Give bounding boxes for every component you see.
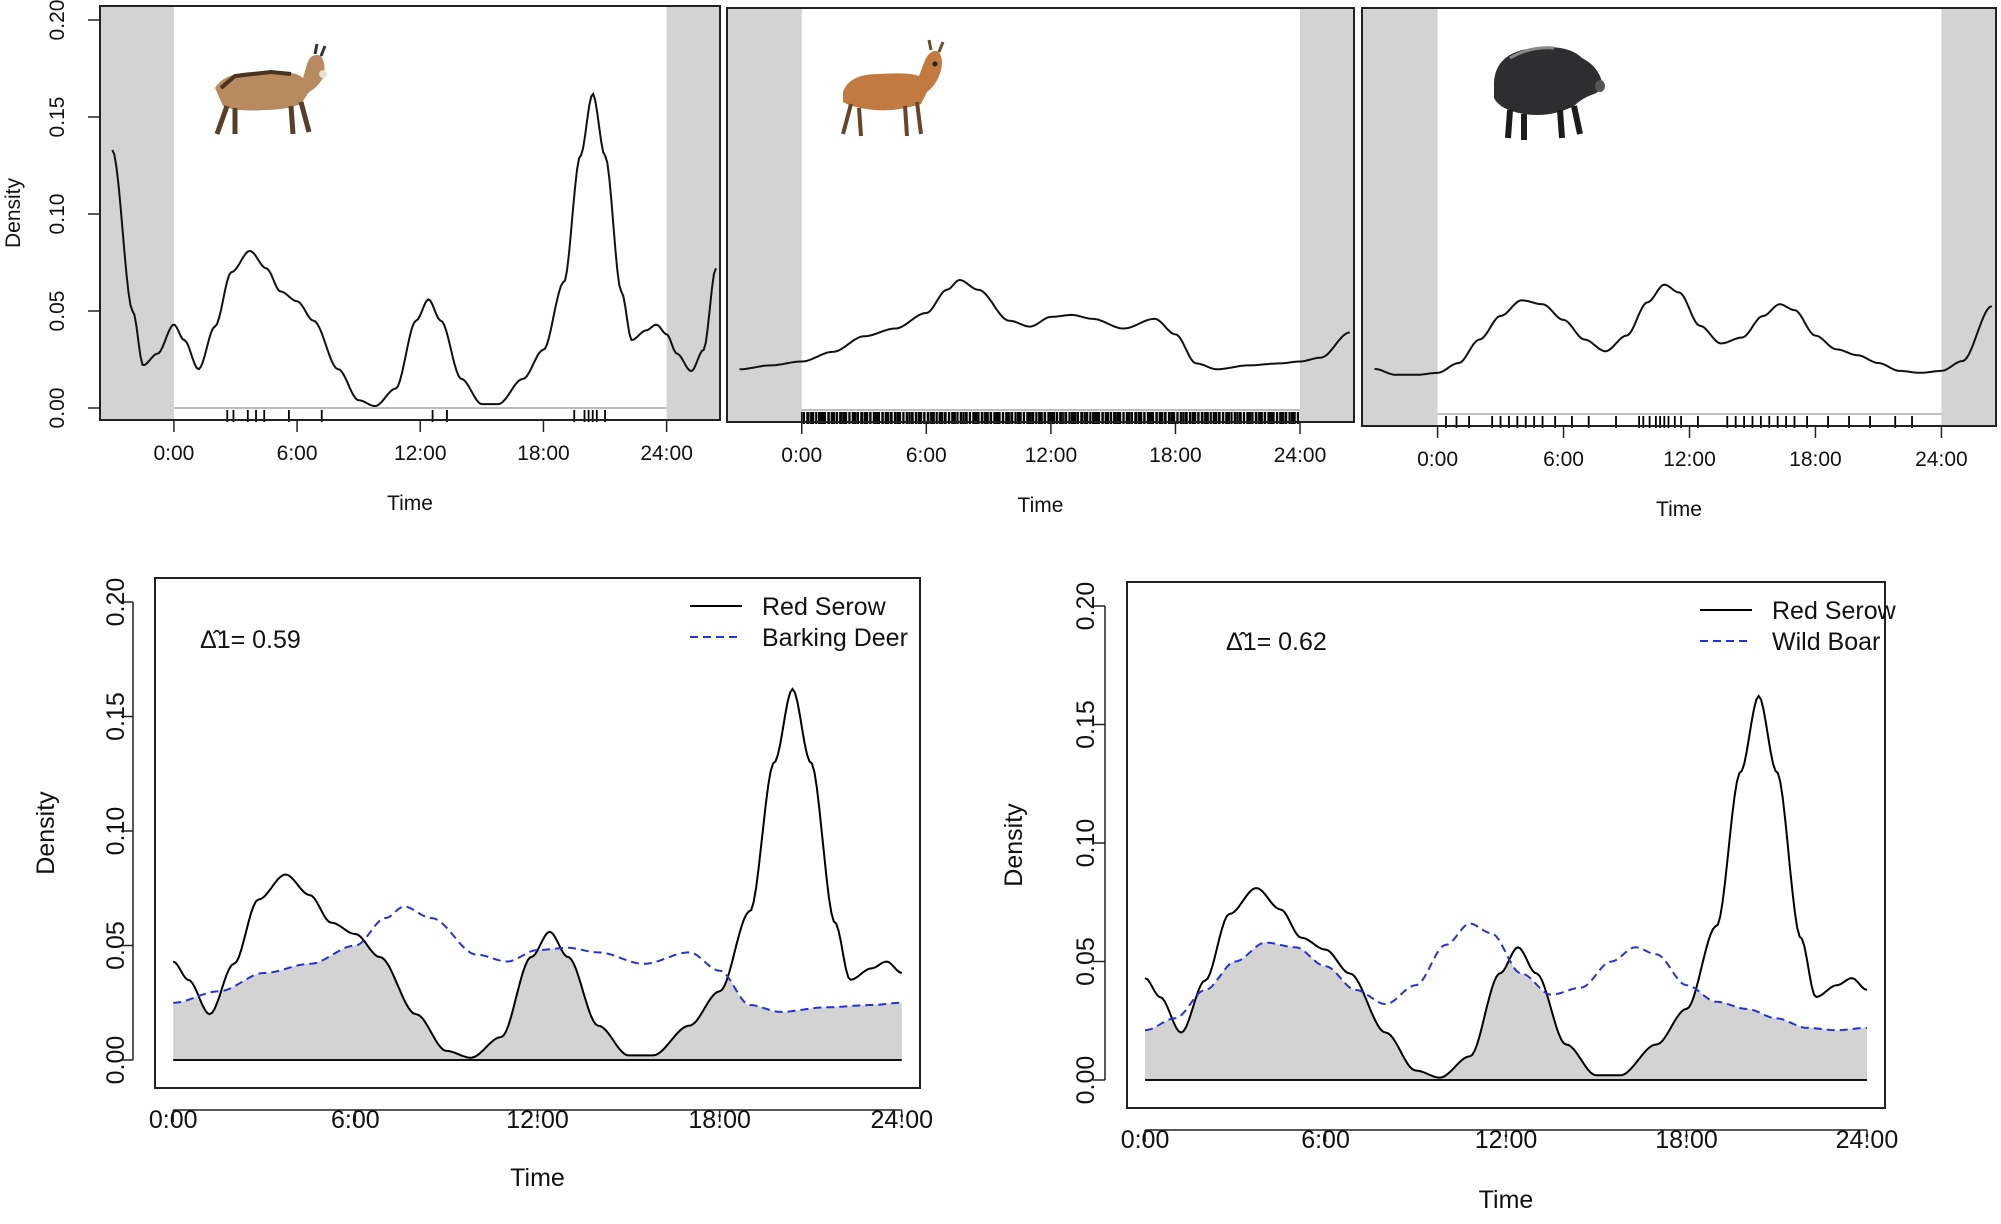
x-axis-title: Time <box>387 492 433 515</box>
serow-muzzle <box>319 70 327 78</box>
plot-frame <box>154 577 921 1089</box>
legend-label: Red Serow <box>762 593 887 621</box>
deer-body <box>843 51 942 111</box>
x-tick-label: 18:00 <box>517 442 570 465</box>
overlap-coefficient: Δ̂1= 0.62 <box>1226 628 1327 656</box>
density-curve-barking-deer <box>739 278 1350 371</box>
y-axis-title: Density <box>2 177 25 248</box>
x-tick-label: 12:00 <box>506 1106 569 1134</box>
y-tick-label: 0.00 <box>102 1036 130 1085</box>
x-tick-label: 24:00 <box>1274 444 1327 467</box>
x-tick-label: 12:00 <box>1663 448 1716 471</box>
boar-body <box>1494 47 1603 115</box>
night-shade-1 <box>666 6 720 420</box>
deer-eye <box>932 61 938 67</box>
y-tick-label: 0.05 <box>1072 937 1100 986</box>
serow-legs <box>214 101 312 135</box>
night-shade-0 <box>100 6 174 420</box>
x-tick-label: 0:00 <box>149 1106 198 1134</box>
x-tick-label: 24:00 <box>871 1106 934 1134</box>
deer-antlers <box>927 39 945 53</box>
overlap-area <box>173 941 902 1060</box>
x-tick-label: 6:00 <box>277 442 318 465</box>
y-axis-title: Density <box>1000 803 1028 887</box>
overlap-coefficient: Δ̂1= 0.59 <box>200 626 301 654</box>
deer-photo-icon <box>841 39 945 137</box>
y-tick-label: 0.05 <box>102 921 130 970</box>
serow-photo-icon <box>214 43 327 135</box>
x-tick-label: 24:00 <box>640 442 693 465</box>
boar-photo-icon <box>1494 46 1605 140</box>
chart-top-wild-boar: 0:00 6:00 12:00 18:00 24:00 Time <box>1361 7 1997 521</box>
y-tick-label: 0.15 <box>102 692 130 741</box>
density-curve-wild-boar <box>1374 283 1993 376</box>
night-shade-1 <box>1300 8 1354 422</box>
y-tick-label: 0.20 <box>102 578 130 627</box>
chart-overlap-serow-boar: 0.00 0.05 0.10 0.15 0.20 Density 0:00 6:00 12:00… <box>1000 581 1899 1214</box>
serow-mane <box>219 69 292 90</box>
density-curve-red-serow <box>111 91 717 407</box>
overlap-area <box>1145 942 1867 1080</box>
x-tick-label: 0:00 <box>1417 448 1458 471</box>
y-tick-label: 0.10 <box>102 807 130 856</box>
legend-label: Wild Boar <box>1772 628 1880 656</box>
y-tick-label: 0.05 <box>46 291 69 332</box>
x-tick-label: 18:00 <box>1149 444 1202 467</box>
x-tick-label: 0:00 <box>1121 1126 1170 1154</box>
x-tick-label: 18:00 <box>1789 448 1842 471</box>
plot-frame <box>726 7 1355 423</box>
x-tick-label: 12:00 <box>1475 1126 1538 1154</box>
x-tick-label: 6:00 <box>331 1106 380 1134</box>
series-line-red-serow <box>172 687 903 1059</box>
plot-frame <box>1126 581 1886 1109</box>
boar-legs <box>1505 105 1583 140</box>
x-tick-label: 6:00 <box>1301 1126 1350 1154</box>
y-tick-label: 0.20 <box>1072 582 1100 631</box>
series-line-barking-deer <box>173 905 902 1013</box>
night-shade-1 <box>1941 8 1996 426</box>
y-tick-label: 0.15 <box>46 97 69 138</box>
night-shade-0 <box>727 8 802 422</box>
x-tick-label: 12:00 <box>1025 444 1078 467</box>
x-tick-label: 18:00 <box>688 1106 751 1134</box>
x-tick-label: 6:00 <box>906 444 947 467</box>
deer-legs <box>841 101 923 137</box>
chart-top-red-serow: 0:00 6:00 12:00 18:00 24:00 Time 0.00 0.05 0.10 0… <box>2 0 721 515</box>
y-axis-title: Density <box>32 791 60 875</box>
legend-label: Red Serow <box>1772 597 1897 625</box>
x-tick-label: 0:00 <box>153 442 194 465</box>
x-tick-label: 6:00 <box>1543 448 1584 471</box>
x-tick-label: 24:00 <box>1836 1126 1899 1154</box>
x-tick-label: 12:00 <box>394 442 447 465</box>
y-tick-label: 0.00 <box>1072 1056 1100 1105</box>
x-axis-title: Time <box>1479 1186 1534 1214</box>
serow-body <box>215 55 325 111</box>
serow-horns <box>313 43 327 57</box>
y-tick-label: 0.15 <box>1072 700 1100 749</box>
series-line-wild-boar <box>1144 922 1867 1032</box>
x-axis-title: Time <box>1656 498 1702 521</box>
x-axis-title: Time <box>510 1164 565 1192</box>
y-tick-label: 0.20 <box>46 0 69 40</box>
boar-snout <box>1595 80 1605 92</box>
x-axis-title: Time <box>1018 494 1064 517</box>
chart-overlap-serow-deer: 0.00 0.05 0.10 0.15 0.20 Density 0:00 6:00 12:00… <box>32 577 934 1192</box>
legend-label: Barking Deer <box>762 624 908 652</box>
x-tick-label: 24:00 <box>1915 448 1968 471</box>
boar-bristles <box>1509 46 1555 60</box>
night-shade-0 <box>1362 8 1438 426</box>
y-tick-label: 0.10 <box>46 194 69 235</box>
x-tick-label: 0:00 <box>781 444 822 467</box>
series-line-red-serow <box>1144 694 1868 1079</box>
y-tick-label: 0.10 <box>1072 819 1100 868</box>
y-tick-label: 0.00 <box>46 388 69 429</box>
x-tick-label: 18:00 <box>1655 1126 1718 1154</box>
chart-top-barking-deer: 0:00 6:00 12:00 18:00 24:00 Time <box>726 7 1355 517</box>
